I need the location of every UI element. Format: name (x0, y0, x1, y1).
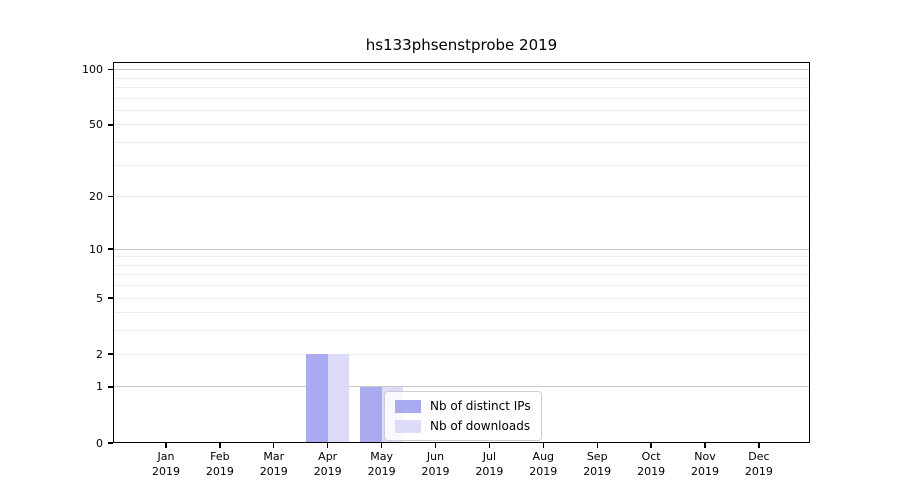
x-axis-tick-label: Mar 2019 (244, 450, 304, 479)
y-axis-tick (108, 196, 113, 198)
x-axis-month: Dec (748, 450, 770, 463)
y-axis-tick-label: 50 (89, 118, 103, 132)
gridline-major (113, 248, 810, 250)
gridline-major (113, 69, 810, 71)
x-axis-year: 2019 (475, 464, 504, 478)
x-axis-tick-label: Aug 2019 (513, 450, 573, 479)
x-axis-tick-label: Sep 2019 (567, 450, 627, 479)
bar-distinct-ips (306, 354, 328, 443)
y-axis-tick (108, 248, 113, 250)
legend-swatch-distinct-ips (395, 399, 421, 413)
x-axis-month: Jun (426, 450, 445, 463)
gridline-minor (113, 77, 810, 79)
x-axis-tick (434, 443, 437, 448)
x-axis-year: 2019 (637, 464, 666, 478)
x-axis-month: Apr (318, 450, 338, 463)
x-axis-year: 2019 (744, 464, 773, 478)
x-axis-year: 2019 (421, 464, 450, 478)
x-axis-tick (650, 443, 652, 448)
gridline-minor (113, 86, 810, 88)
x-axis-month: Jul (482, 450, 497, 463)
gridline-minor (113, 109, 810, 111)
bar-distinct-ips (360, 386, 382, 443)
x-axis-tick (219, 443, 221, 448)
x-axis-tick-label: Jun 2019 (406, 450, 466, 479)
x-axis-month: May (370, 450, 393, 463)
y-axis-tick (108, 68, 113, 71)
x-axis-tick-label: May 2019 (352, 450, 412, 479)
gridline-minor (113, 274, 810, 276)
legend-label-distinct-ips: Nb of distinct IPs (430, 399, 531, 413)
x-axis-year: 2019 (691, 464, 719, 478)
gridline-minor (113, 164, 810, 166)
y-axis-tick-label: 1 (96, 380, 103, 394)
y-axis-tick (108, 353, 113, 355)
plot-area: Nb of distinct IPs Nb of downloads 0 1 2 5 1… (82, 62, 810, 478)
x-axis-month: Feb (210, 450, 230, 463)
y-axis-tick-label: 2 (96, 347, 103, 361)
gridline-minor (113, 142, 810, 144)
x-axis-tick (596, 443, 598, 448)
x-axis-month: Aug (532, 450, 555, 463)
y-axis-tick (108, 124, 113, 126)
x-axis-tick-label: Oct 2019 (621, 450, 681, 479)
x-axis-year: 2019 (205, 464, 234, 478)
x-axis-month: Nov (694, 450, 716, 463)
gridline-minor (113, 264, 810, 266)
x-axis-tick (488, 443, 491, 448)
x-axis-month: Jan (157, 450, 175, 463)
x-axis-month: Sep (586, 450, 608, 463)
x-axis-year: 2019 (313, 464, 342, 478)
gridline-minor (113, 196, 810, 198)
legend: Nb of distinct IPs Nb of downloads (384, 391, 542, 441)
x-axis-year: 2019 (529, 464, 558, 478)
gridline-minor (113, 330, 810, 332)
x-axis-tick-label: Apr 2019 (298, 450, 358, 479)
x-axis-tick (704, 443, 706, 448)
y-axis-tick-label: 100 (82, 63, 103, 77)
x-axis-tick-label: Nov 2019 (675, 450, 735, 479)
gridline-minor (113, 97, 810, 99)
y-axis-tick (108, 442, 113, 444)
x-axis-tick (273, 443, 275, 448)
legend-entry-downloads: Nb of downloads (395, 419, 531, 433)
gridline-minor (113, 256, 810, 258)
x-axis-tick (542, 443, 544, 448)
x-axis-year: 2019 (152, 464, 180, 478)
y-axis-tick (108, 386, 113, 388)
y-axis-tick-label: 5 (96, 291, 103, 305)
legend-label-downloads: Nb of downloads (430, 419, 531, 433)
y-axis-tick (108, 297, 113, 299)
gridline-major (113, 386, 810, 388)
legend-swatch-downloads (395, 419, 421, 433)
y-axis-tick-label: 20 (89, 190, 103, 204)
chart-title: hs133phsenstprobe 2019 (365, 36, 558, 54)
x-axis-year: 2019 (367, 464, 396, 478)
x-axis-month: Oct (641, 450, 661, 463)
x-axis-tick (165, 443, 167, 448)
gridline-minor (113, 353, 810, 355)
gridline-minor (113, 312, 810, 314)
x-axis-year: 2019 (583, 464, 612, 478)
y-axis-tick-label: 0 (96, 436, 103, 450)
y-axis-tick-label: 10 (89, 242, 103, 256)
x-axis-tick (380, 443, 383, 448)
gridline-minor (113, 297, 810, 299)
gridline-minor (113, 285, 810, 287)
x-axis-tick (327, 443, 329, 448)
x-axis-year: 2019 (259, 464, 288, 478)
gridline-minor (113, 124, 810, 126)
x-axis-month: Mar (263, 450, 285, 463)
legend-entry-distinct-ips: Nb of distinct IPs (395, 399, 531, 413)
x-axis-tick (758, 443, 760, 448)
x-axis-tick-label: Jul 2019 (459, 450, 519, 479)
x-axis-tick-label: Jan 2019 (136, 450, 196, 479)
x-axis-tick-label: Dec 2019 (729, 450, 789, 479)
bar-downloads (327, 354, 350, 443)
x-axis-tick-label: Feb 2019 (190, 450, 250, 479)
